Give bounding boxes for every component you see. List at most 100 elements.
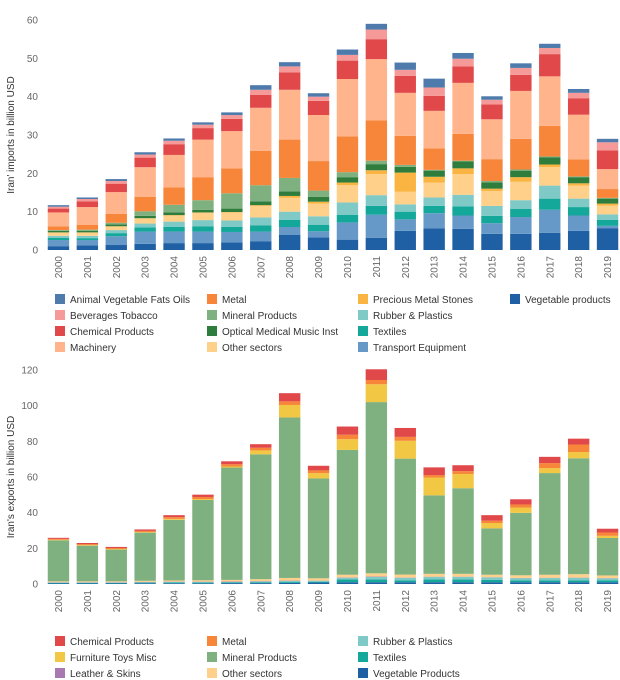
bar-segment (452, 66, 474, 83)
x-tick-label: 2017 (545, 590, 556, 613)
bar-segment (221, 168, 243, 194)
bar-segment (278, 66, 301, 73)
bar-segment (365, 160, 388, 165)
bar-segment (510, 208, 532, 218)
bar-segment (192, 209, 214, 213)
bar-segment (423, 78, 445, 88)
y-tick-label: 60 (27, 473, 39, 484)
bar-segment (336, 49, 359, 55)
bar-segment (307, 93, 330, 97)
bar-segment (76, 199, 99, 202)
legend-label: Rubber & Plastics (373, 637, 452, 648)
bar-segment (539, 47, 561, 55)
legend-label: Furniture Toys Misc (70, 653, 157, 664)
bar-segment (596, 205, 619, 215)
bar-segment (221, 466, 243, 468)
bar-segment (105, 183, 127, 193)
x-tick-label: 2003 (141, 590, 152, 613)
bar-segment (423, 182, 445, 198)
bar-segment (596, 214, 619, 220)
bar-segment (336, 434, 359, 440)
bar-segment (221, 464, 243, 467)
bar-segment (163, 580, 185, 582)
bar-segment (250, 444, 272, 448)
bar-segment (278, 72, 301, 90)
bar-segment (567, 230, 590, 250)
legend-swatch (207, 342, 217, 352)
bar-segment (47, 235, 70, 238)
x-tick-label: 2013 (430, 590, 441, 613)
bar-segment (278, 62, 301, 67)
legend-swatch (358, 310, 368, 320)
legend-swatch (207, 652, 217, 662)
bar-segment (481, 188, 503, 191)
bar-segment (221, 115, 243, 119)
x-tick-label: 2006 (227, 256, 238, 279)
legend-label: Textiles (373, 327, 406, 338)
bar-segment (596, 197, 619, 199)
bar-segment (76, 197, 99, 200)
bar-segment (47, 581, 70, 583)
bar-segment (76, 240, 99, 246)
bar-segment (423, 170, 445, 177)
bar-segment (336, 185, 359, 203)
bar-segment (105, 224, 127, 227)
bar-segment (596, 575, 619, 579)
bar-segment (365, 120, 388, 161)
bar-segment (307, 161, 330, 191)
bar-segment (423, 176, 445, 183)
bar-segment (452, 579, 474, 583)
bar-segment (336, 79, 359, 137)
bar-segment (76, 245, 99, 250)
legend-label: Optical Medical Music Inst (222, 327, 338, 338)
x-tick-label: 2014 (459, 256, 470, 279)
y-tick-label: 50 (27, 54, 39, 65)
legend-swatch (358, 326, 368, 336)
bar-segment (423, 205, 445, 214)
bar-segment (307, 190, 330, 197)
legend-swatch (55, 342, 65, 352)
bar-segment (539, 164, 561, 168)
bar-segment (134, 530, 156, 533)
bar-segment (336, 182, 359, 186)
bar-segment (596, 142, 619, 151)
bar-segment (307, 581, 330, 583)
bar-segment (510, 582, 532, 584)
bar-segment (423, 475, 445, 478)
bar-segment (394, 427, 416, 437)
bar-segment (221, 582, 243, 584)
bar-segment (510, 138, 532, 170)
bar-segment (163, 582, 185, 583)
legend-label: Mineral Products (222, 311, 297, 322)
bar-segment (192, 226, 214, 232)
bar-segment (250, 231, 272, 242)
bar-segment (47, 540, 70, 582)
bar-segment (567, 452, 590, 459)
bar-segment (394, 436, 416, 441)
bar-segment (278, 139, 301, 178)
legend-swatch (55, 294, 65, 304)
bar-segment (365, 39, 388, 60)
bar-segment (452, 174, 474, 195)
bar-segment (452, 82, 474, 134)
bar-segment (76, 542, 99, 545)
legend-swatch (55, 636, 65, 646)
bar-segment (192, 499, 214, 500)
exports-chart: Iran's exports in billion USD 0 20 40 60 80 10… (6, 366, 619, 680)
bar-segment (567, 185, 590, 199)
bar-segment (510, 580, 532, 583)
x-tick-label: 2007 (256, 590, 267, 613)
x-tick-label: 2019 (603, 256, 614, 279)
bar-segment (539, 456, 561, 464)
bar-segment (307, 465, 330, 471)
bar-segment (192, 139, 214, 178)
bar-segment (452, 206, 474, 216)
bar-segment (567, 574, 590, 578)
bar-segment (47, 240, 70, 247)
bar-segment (510, 67, 532, 75)
bar-segment (394, 577, 416, 581)
legend-label: Metal (222, 295, 246, 306)
bar-segment (76, 544, 99, 546)
bar-segment (365, 576, 388, 580)
bar-segment (365, 384, 388, 403)
